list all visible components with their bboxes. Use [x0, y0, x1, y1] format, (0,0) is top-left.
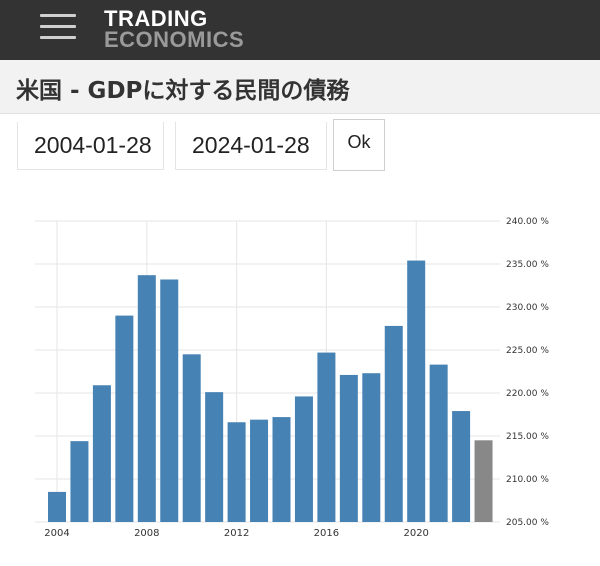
bar-2004[interactable]	[48, 491, 66, 522]
title-bar: 米国 - GDPに対する民間の債務	[0, 60, 600, 114]
end-date-input[interactable]	[175, 122, 327, 170]
bar-2011[interactable]	[205, 392, 224, 522]
bar-2007[interactable]	[115, 315, 134, 522]
bar-2017[interactable]	[339, 374, 358, 522]
bar-2022[interactable]	[452, 411, 471, 522]
bar-2014[interactable]	[272, 417, 291, 522]
x-tick-label: 2012	[224, 528, 249, 539]
y-axis-ticks: 205.00 % 210.00 % 215.00 % 220.00 % 225.00 %…	[506, 217, 549, 528]
bar-2021[interactable]	[429, 364, 448, 522]
y-tick-label: 230.00 %	[506, 303, 549, 313]
bar-2005[interactable]	[70, 441, 89, 522]
logo-line-2: ECONOMICS	[104, 27, 245, 52]
y-tick-label: 205.00 %	[506, 518, 549, 528]
ok-button[interactable]: Ok	[333, 119, 385, 171]
hamburger-menu-icon[interactable]	[40, 12, 76, 42]
bar-2023[interactable]	[474, 440, 493, 522]
bar-2015[interactable]	[294, 396, 313, 522]
y-tick-label: 240.00 %	[506, 217, 549, 227]
bar-2009[interactable]	[160, 279, 179, 522]
y-tick-label: 235.00 %	[506, 260, 549, 270]
bar-2013[interactable]	[250, 419, 269, 522]
bar-2020[interactable]	[407, 260, 426, 522]
y-tick-label: 220.00 %	[506, 389, 549, 399]
logo-line-1: TRADING	[104, 6, 208, 31]
y-tick-label: 225.00 %	[506, 346, 549, 356]
x-tick-label: 2008	[134, 528, 159, 539]
bar-2008[interactable]	[137, 275, 156, 522]
bar-2010[interactable]	[182, 354, 201, 522]
bar-2006[interactable]	[92, 385, 111, 522]
y-tick-label: 215.00 %	[506, 432, 549, 442]
start-date-input[interactable]	[17, 122, 164, 170]
bar-2019[interactable]	[384, 325, 403, 522]
top-bar: TRADING ECONOMICS	[0, 0, 600, 60]
chart-bars	[48, 260, 493, 522]
x-tick-label: 2020	[403, 528, 428, 539]
x-tick-label: 2004	[44, 528, 69, 539]
bar-2016[interactable]	[317, 352, 336, 522]
logo[interactable]: TRADING ECONOMICS	[104, 6, 245, 52]
y-tick-label: 210.00 %	[506, 475, 549, 485]
bar-2012[interactable]	[227, 422, 246, 522]
bar-2018[interactable]	[362, 373, 381, 522]
x-tick-label: 2016	[314, 528, 339, 539]
x-axis-ticks: 2004 2008 2012 2016 2020	[44, 528, 429, 539]
page-title: 米国 - GDPに対する民間の債務	[16, 78, 350, 104]
